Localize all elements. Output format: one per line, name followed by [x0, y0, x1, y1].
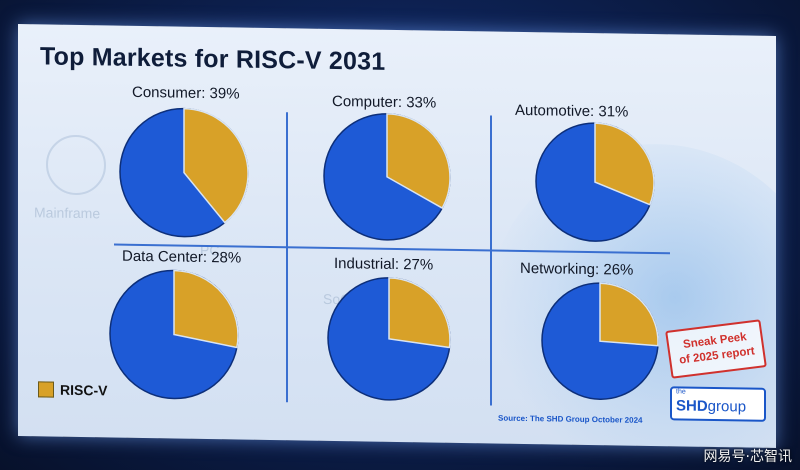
pie-consumer — [119, 107, 249, 238]
pie-slice-risc-v-computer — [386, 113, 451, 210]
logo-group: group — [707, 397, 747, 416]
chart-legend: RISC-V — [38, 381, 107, 398]
pie-slice-risc-v-data-center — [173, 269, 239, 349]
logo-wordmark: SHDgroup — [676, 397, 746, 415]
slide: Mainframe PC SoC Top Markets for RISC-V … — [18, 24, 776, 448]
pie-slice-risc-v-automotive — [594, 122, 655, 206]
pie-label-industrial: Industrial: 27% — [334, 255, 434, 274]
pie-slice-risc-v-consumer — [183, 107, 249, 224]
grid-divider-vertical-2 — [490, 115, 492, 406]
legend-swatch-risc-v — [38, 381, 54, 398]
pie-networking — [541, 282, 659, 400]
pie-computer — [323, 113, 451, 241]
pie-industrial — [327, 277, 451, 401]
pie-data-center — [109, 269, 239, 400]
chart-source: Source: The SHD Group October 2024 — [498, 413, 643, 425]
pie-label-computer: Computer: 33% — [332, 92, 437, 112]
chart-title: Top Markets for RISC-V 2031 — [40, 42, 386, 76]
pie-label-consumer: Consumer: 39% — [132, 83, 240, 103]
pie-slice-risc-v-networking — [599, 282, 659, 347]
publisher-watermark: 网易号·芯智讯 — [703, 449, 792, 465]
background-circle-icon — [46, 134, 106, 196]
pie-automotive — [535, 122, 655, 242]
pie-label-automotive: Automotive: 31% — [515, 101, 629, 121]
shd-group-logo: the SHDgroup — [670, 386, 766, 422]
legend-label-risc-v: RISC-V — [60, 381, 108, 399]
grid-divider-vertical-1 — [286, 112, 288, 403]
logo-shd: SHD — [676, 397, 708, 415]
logo-the: the — [676, 388, 686, 396]
pie-label-networking: Networking: 26% — [520, 259, 634, 279]
background-label-mainframe: Mainframe — [34, 204, 101, 222]
pie-label-data-center: Data Center: 28% — [122, 247, 242, 267]
pie-slice-risc-v-industrial — [388, 277, 451, 349]
